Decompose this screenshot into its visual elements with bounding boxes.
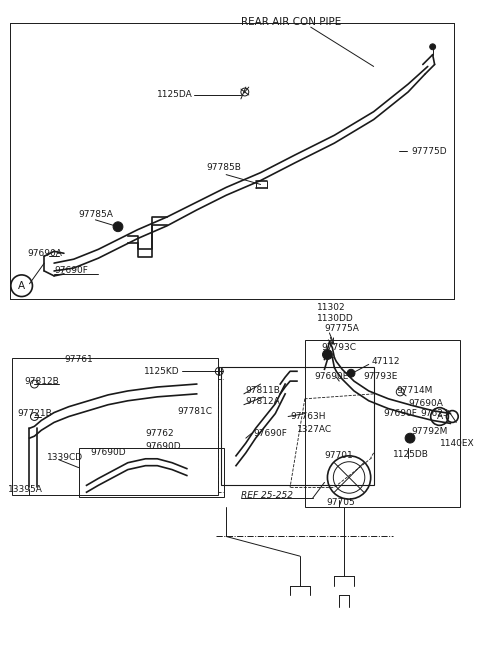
Text: 1130DD: 1130DD (317, 313, 353, 323)
Text: 1140EX: 1140EX (440, 439, 474, 447)
Text: 97690D: 97690D (145, 442, 181, 451)
Text: 97690F: 97690F (384, 409, 418, 418)
Text: 97690F: 97690F (254, 429, 288, 438)
Bar (12, 357, 218, 495)
Bar (79, 448, 224, 497)
Text: A: A (436, 412, 443, 421)
Text: 97775D: 97775D (411, 147, 447, 156)
Text: 97690E: 97690E (315, 372, 349, 380)
Text: 97812A: 97812A (246, 397, 281, 406)
Circle shape (113, 222, 123, 232)
Bar (221, 367, 373, 486)
Text: 1327AC: 1327AC (297, 425, 332, 434)
Text: 97763H: 97763H (290, 412, 325, 421)
Text: 97781C: 97781C (177, 407, 212, 416)
Text: REAR AIR CON PIPE: REAR AIR CON PIPE (241, 17, 341, 28)
Text: 97775A: 97775A (324, 325, 360, 334)
Text: 97793E: 97793E (364, 372, 398, 380)
Circle shape (347, 369, 355, 377)
Text: 97690F: 97690F (54, 267, 88, 275)
Circle shape (405, 433, 415, 443)
Text: 97690D: 97690D (90, 448, 126, 457)
Text: 97721B: 97721B (18, 409, 52, 418)
Text: 97812B: 97812B (24, 376, 60, 386)
Text: 1339CD: 1339CD (47, 453, 84, 463)
Text: 1125DA: 1125DA (157, 91, 193, 99)
Text: 47112: 47112 (372, 357, 400, 366)
Text: A: A (18, 281, 25, 291)
Text: 1125DB: 1125DB (393, 450, 429, 459)
Text: 97623: 97623 (421, 409, 449, 418)
Text: 97714M: 97714M (396, 386, 432, 396)
Text: 97785B: 97785B (206, 163, 241, 172)
Text: 97701: 97701 (324, 451, 353, 461)
Text: 97785A: 97785A (79, 210, 114, 219)
Text: 97762: 97762 (145, 429, 174, 438)
Text: 13395A: 13395A (8, 485, 43, 494)
Circle shape (323, 350, 332, 359)
Text: 97705: 97705 (326, 497, 355, 507)
Text: REF 25-252: REF 25-252 (241, 491, 293, 500)
Text: 97690A: 97690A (27, 249, 62, 258)
Text: 11302: 11302 (317, 303, 345, 312)
Text: 97690A: 97690A (408, 399, 443, 408)
Text: 97792M: 97792M (411, 427, 447, 436)
Circle shape (430, 44, 436, 50)
Text: 97811B: 97811B (246, 386, 281, 396)
Text: 97793C: 97793C (322, 343, 357, 352)
Bar (305, 340, 460, 507)
Text: 97761: 97761 (64, 355, 93, 364)
Text: 1125KD: 1125KD (144, 367, 180, 376)
